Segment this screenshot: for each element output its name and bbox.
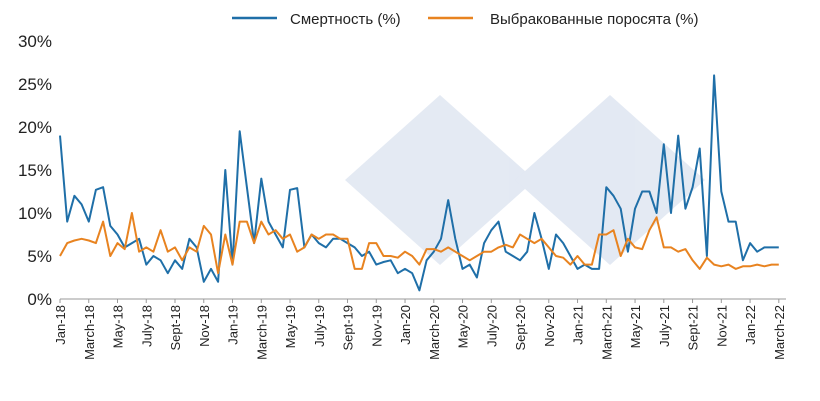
y-tick-label: 0% xyxy=(27,290,52,309)
x-tick-label: Sept-20 xyxy=(513,305,528,351)
x-axis-ticks: Jan-18 March-18 May-18 July-18 Sept-18 Nov-18… xyxy=(53,299,787,360)
legend-label-culled-piglets: Выбракованные поросята (%) xyxy=(490,11,698,28)
x-tick-label: July-19 xyxy=(312,305,327,347)
x-tick-label: Sept-21 xyxy=(686,305,701,351)
x-tick-label: March-20 xyxy=(427,305,442,360)
series-line-mortality xyxy=(59,74,779,292)
x-tick-label: Nov-20 xyxy=(542,305,557,347)
y-tick-label: 15% xyxy=(18,161,52,180)
x-tick-label: Jan-21 xyxy=(571,305,586,345)
x-tick-label: May-20 xyxy=(456,305,471,348)
series-line-culled-piglets xyxy=(59,212,779,275)
y-tick-label: 20% xyxy=(18,118,52,137)
y-tick-label: 30% xyxy=(18,32,52,51)
y-axis-ticks: 0% 5% 10% 15% 20% 25% 30% xyxy=(18,32,52,309)
x-tick-label: July-21 xyxy=(657,305,672,347)
legend: Смертность (%) Выбракованные поросята (%… xyxy=(232,11,698,28)
x-tick-label: July-18 xyxy=(139,305,154,347)
x-tick-label: March-21 xyxy=(599,305,614,360)
x-tick-label: Nov-18 xyxy=(197,305,212,347)
x-tick-label: Jan-20 xyxy=(398,305,413,345)
x-tick-label: May-21 xyxy=(628,305,643,348)
series-layer xyxy=(59,74,779,292)
x-tick-label: March-19 xyxy=(254,305,269,360)
x-tick-label: May-19 xyxy=(283,305,298,348)
x-tick-label: March-18 xyxy=(82,305,97,360)
x-tick-label: Nov-21 xyxy=(714,305,729,347)
watermark-logo xyxy=(345,95,705,265)
x-tick-label: May-18 xyxy=(111,305,126,348)
x-tick-label: Sept-19 xyxy=(341,305,356,351)
x-tick-label: Nov-19 xyxy=(369,305,384,347)
x-tick-label: Jan-19 xyxy=(226,305,241,345)
legend-label-mortality: Смертность (%) xyxy=(290,11,401,28)
y-tick-label: 10% xyxy=(18,204,52,223)
y-tick-label: 5% xyxy=(27,247,52,266)
x-tick-label: Jan-18 xyxy=(53,305,68,345)
x-tick-label: Sept-18 xyxy=(168,305,183,351)
x-tick-label: March-22 xyxy=(772,305,787,360)
x-tick-label: July-20 xyxy=(484,305,499,347)
x-tick-label: Jan-22 xyxy=(743,305,758,345)
y-tick-label: 25% xyxy=(18,75,52,94)
